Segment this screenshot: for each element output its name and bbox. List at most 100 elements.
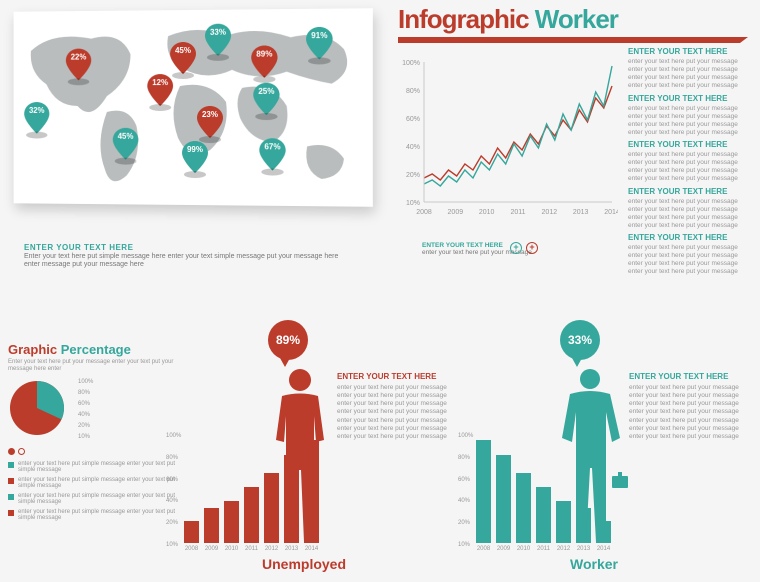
section-para: enter your text here put your message en… (337, 384, 457, 441)
graphic-percentage-panel: Graphic Percentage Enter your text here … (8, 342, 178, 525)
x-tick: 2008 (184, 546, 199, 552)
map-pin: 45% (170, 42, 196, 74)
svg-text:20%: 20% (406, 172, 420, 179)
bar (516, 473, 531, 543)
plus-icon: + (510, 242, 522, 254)
svg-text:10%: 10% (406, 200, 420, 207)
pie-chart (8, 379, 70, 455)
bubble-value: 33% (568, 333, 592, 347)
line-chart-svg: 100%80%60%40%20%10% 20082009201020112012… (398, 52, 618, 222)
svg-text:2010: 2010 (479, 209, 495, 216)
header: Infographic Worker (398, 4, 752, 43)
section-title: ENTER YOUR TEXT HERE (629, 372, 749, 382)
svg-text:2011: 2011 (510, 209, 525, 216)
rc-title: ENTER YOUR TEXT HERE (628, 94, 754, 104)
y-tick: 60% (458, 477, 473, 483)
x-tick: 2011 (244, 546, 259, 552)
legend-item: enter your text here put simple message … (8, 493, 178, 505)
bar (224, 501, 239, 543)
unemployed-section: 89% ENTER YOUR TEXT HERE enter your text… (182, 320, 457, 572)
rc-title: ENTER YOUR TEXT HERE (628, 187, 754, 197)
x-tick: 2009 (204, 546, 219, 552)
map-pin: 89% (251, 45, 277, 77)
map-pin: 23% (197, 106, 223, 138)
rc-para: enter your text here put your message en… (628, 151, 754, 184)
rc-para: enter your text here put your message en… (628, 198, 754, 231)
legend-item: enter your text here put simple message … (8, 477, 178, 489)
bubble-value: 89% (276, 333, 300, 347)
svg-text:60%: 60% (406, 116, 420, 123)
bar (244, 487, 259, 543)
person-silhouette-icon (258, 366, 342, 548)
scale-tick: 80% (78, 390, 93, 401)
pie-chart-svg (8, 379, 66, 437)
person-label: Unemployed (262, 556, 346, 572)
svg-text:2014: 2014 (604, 209, 618, 216)
rc-title: ENTER YOUR TEXT HERE (628, 47, 754, 57)
bar (536, 487, 551, 543)
map-pin: 33% (205, 24, 231, 56)
map-pin: 25% (253, 83, 279, 115)
worker-text: ENTER YOUR TEXT HERE enter your text her… (629, 372, 749, 441)
scale-tick: 40% (78, 412, 93, 423)
person-label: Worker (570, 556, 618, 572)
y-tick: 20% (458, 520, 473, 526)
svg-text:2012: 2012 (542, 209, 558, 216)
world-map-panel: 22%32%45%12%45%33%23%99%89%25%67%91% ENT… (10, 10, 390, 240)
gp-title: Graphic Percentage (8, 342, 178, 357)
y-tick: 10% (458, 542, 473, 548)
speech-bubble: 33% (560, 320, 600, 360)
y-tick: 100% (458, 433, 473, 439)
map-caption-text: Enter your text here put simple message … (24, 253, 354, 271)
scale-tick: 10% (78, 434, 93, 445)
world-map-card: 22%32%45%12%45%33%23%99%89%25%67%91% (14, 8, 373, 207)
scale-tick: 20% (78, 423, 93, 434)
gp-title-text: Graphic Percentage (8, 342, 131, 357)
gp-scale: 100%80%60%40%20%10% (78, 379, 93, 455)
y-tick: 80% (166, 455, 181, 461)
right-text-column: ENTER YOUR TEXT HEREenter your text here… (628, 44, 754, 277)
title-word-1: Infographic (398, 4, 529, 34)
svg-text:2009: 2009 (448, 209, 464, 216)
y-tick: 80% (458, 455, 473, 461)
title-word-2: Worker (535, 4, 618, 34)
header-rule (398, 37, 740, 43)
bars-y-axis: 100%80%60%40%20%10% (166, 433, 181, 548)
rc-para: enter your text here put your message en… (628, 105, 754, 138)
map-pin: 45% (113, 128, 139, 160)
map-pin: 99% (182, 141, 208, 173)
speech-bubble: 89% (268, 320, 308, 360)
unemployed-text: ENTER YOUR TEXT HERE enter your text her… (337, 372, 457, 441)
svg-text:100%: 100% (402, 60, 420, 67)
y-tick: 60% (166, 477, 181, 483)
svg-text:2013: 2013 (573, 209, 589, 216)
bars-y-axis: 100%80%60%40%20%10% (458, 433, 473, 548)
x-tick: 2009 (496, 546, 511, 552)
y-tick: 40% (166, 498, 181, 504)
line-chart: 100%80%60%40%20%10% 20082009201020112012… (398, 52, 618, 242)
line-chart-legend-title: ENTER YOUR TEXT HERE (422, 242, 503, 249)
section-title: ENTER YOUR TEXT HERE (337, 372, 457, 382)
nav-dot[interactable] (18, 448, 25, 455)
bar (184, 521, 199, 543)
gp-legend: enter your text here put simple message … (8, 461, 178, 521)
map-caption: ENTER YOUR TEXT HERE Enter your text her… (24, 243, 354, 271)
worker-section: 33% ENTER YOUR TEXT HERE enter your text… (474, 320, 749, 572)
gp-subtitle: Enter your text here put your message en… (8, 359, 178, 373)
page-title: Infographic Worker (398, 4, 752, 35)
person-silhouette-icon (550, 366, 634, 548)
svg-text:40%: 40% (406, 144, 420, 151)
scale-tick: 100% (78, 379, 93, 390)
map-pin: 12% (147, 74, 173, 106)
rc-para: enter your text here put your message en… (628, 244, 754, 277)
nav-dot[interactable] (8, 448, 15, 455)
plus-icons: + + (510, 242, 538, 254)
x-tick: 2008 (476, 546, 491, 552)
bar (496, 455, 511, 543)
map-pin: 32% (24, 102, 49, 134)
scale-tick: 60% (78, 401, 93, 412)
map-pins: 22%32%45%12%45%33%23%99%89%25%67%91% (14, 208, 373, 212)
section-para: enter your text here put your message en… (629, 384, 749, 441)
y-tick: 20% (166, 520, 181, 526)
x-tick: 2010 (516, 546, 531, 552)
